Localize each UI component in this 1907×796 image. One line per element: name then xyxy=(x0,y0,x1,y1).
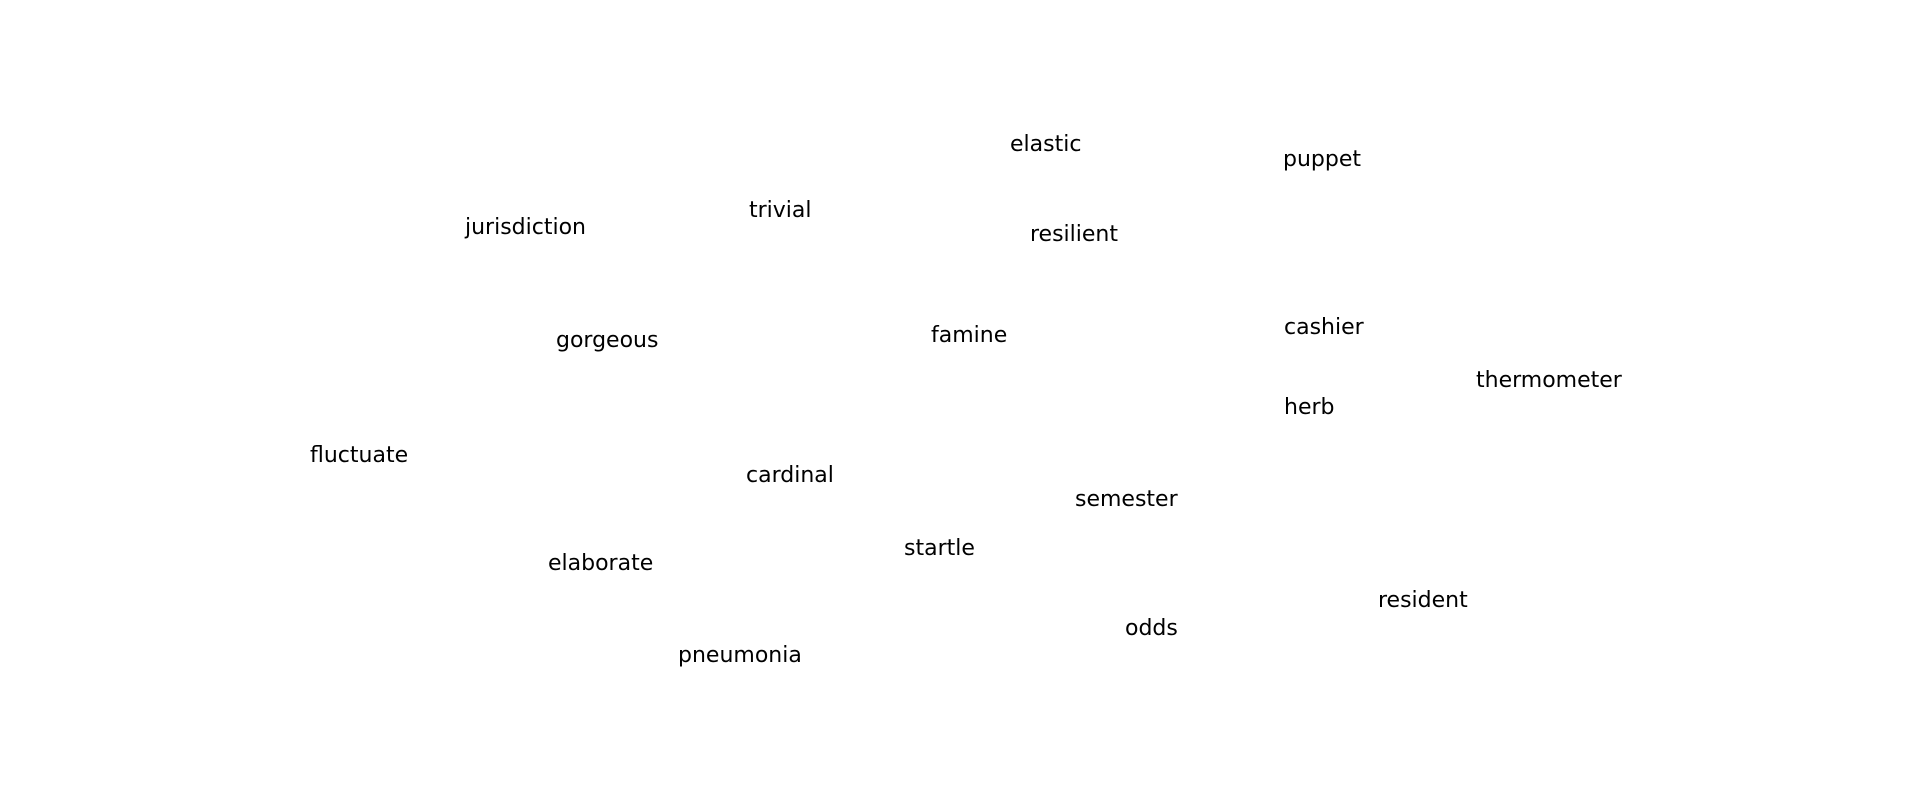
word-cashier: cashier xyxy=(1284,315,1364,340)
word-pneumonia: pneumonia xyxy=(678,643,802,668)
word-jurisdiction: jurisdiction xyxy=(465,215,586,240)
word-famine: famine xyxy=(931,323,1008,348)
word-herb: herb xyxy=(1284,395,1335,420)
word-semester: semester xyxy=(1075,487,1178,512)
word-resident: resident xyxy=(1378,588,1468,613)
word-thermometer: thermometer xyxy=(1476,368,1622,393)
word-resilient: resilient xyxy=(1030,222,1118,247)
word-cardinal: cardinal xyxy=(746,463,834,488)
word-gorgeous: gorgeous xyxy=(556,328,659,353)
word-puppet: puppet xyxy=(1283,147,1361,172)
word-odds: odds xyxy=(1125,616,1178,641)
word-fluctuate: fluctuate xyxy=(310,443,409,468)
word-trivial: trivial xyxy=(749,198,812,223)
word-elaborate: elaborate xyxy=(548,551,654,576)
word-elastic: elastic xyxy=(1010,132,1082,157)
word-startle: startle xyxy=(904,536,975,561)
